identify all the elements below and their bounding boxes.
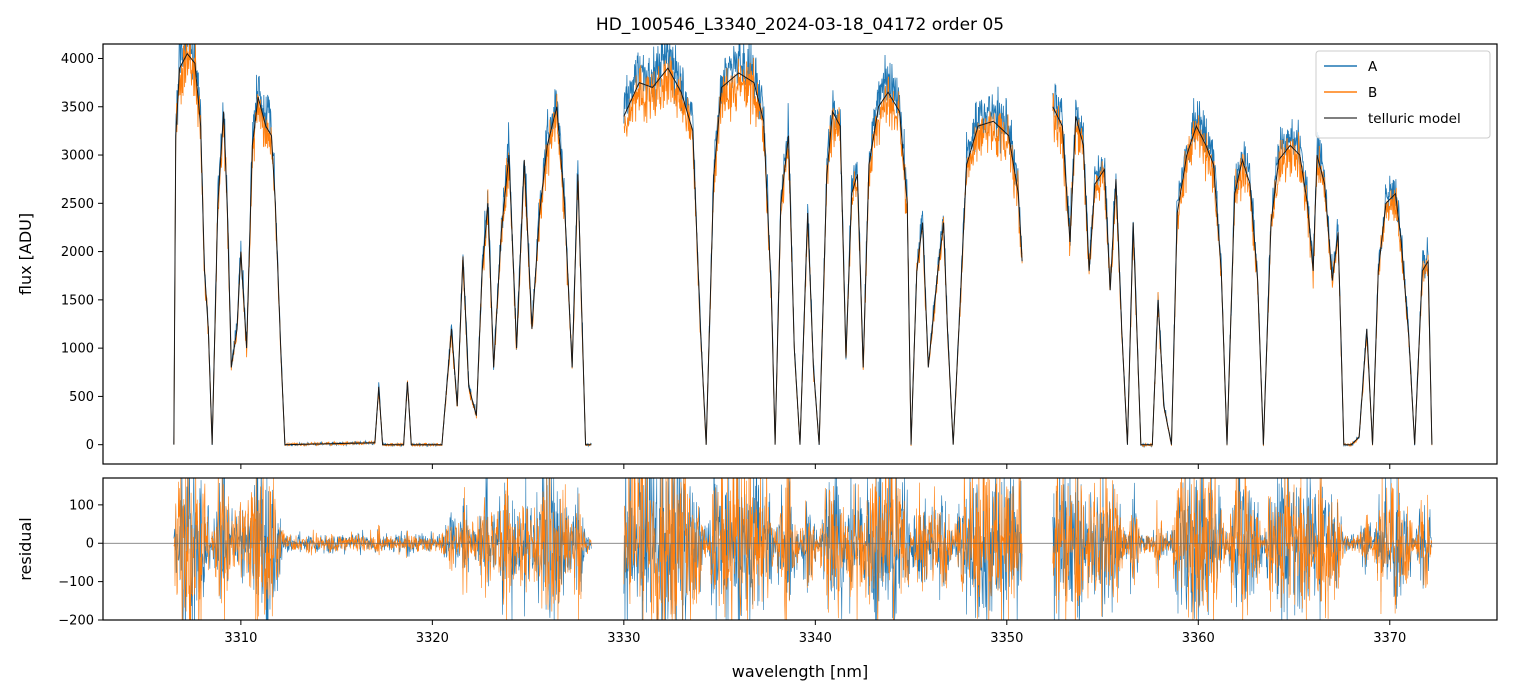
x-tick-label: 3350	[990, 631, 1023, 646]
residual-panel: −200 −100 0 100 residual wavelength [nm]	[16, 477, 1498, 681]
main-y-tick-label: 500	[69, 390, 94, 405]
x-tick-label: 3340	[799, 631, 832, 646]
residual-y-tick-label: 100	[69, 498, 94, 513]
residual-y-tick-label: −100	[58, 575, 94, 590]
main-y-ticks: 0 500 1000 1500 2000 2500 3000 3500 4000	[61, 52, 103, 453]
residual-b-line	[623, 478, 1023, 620]
telluric-model-line	[173, 52, 592, 446]
telluric-model-line	[1052, 106, 1433, 446]
main-y-axis-label: flux [ADU]	[16, 213, 35, 295]
main-axes-frame	[102, 43, 1498, 465]
main-y-tick-label: 1500	[61, 293, 94, 308]
residual-y-tick-label: 0	[86, 537, 94, 552]
x-axis-label: wavelength [nm]	[732, 662, 869, 681]
main-y-tick-label: 0	[86, 438, 94, 453]
residual-b-line	[1052, 478, 1433, 620]
main-y-tick-label: 3000	[61, 149, 94, 164]
residual-axes-frame	[102, 477, 1498, 621]
x-tick-label: 3310	[224, 631, 257, 646]
x-tick-label: 3330	[607, 631, 640, 646]
x-tick-label: 3370	[1373, 631, 1406, 646]
main-series-group	[173, 44, 1433, 449]
legend: A B telluric model	[1315, 50, 1491, 139]
residual-y-axis-label: residual	[16, 517, 35, 580]
residual-y-tick-label: −200	[58, 614, 94, 629]
main-panel: 0 500 1000 1500 2000 2500 3000 3500 4000 flux [A…	[16, 43, 1498, 465]
main-y-tick-label: 1000	[61, 342, 94, 357]
telluric-model-line	[623, 67, 1023, 445]
main-y-tick-label: 2000	[61, 245, 94, 260]
x-ticks: 3310 3320 3330 3340 3350 3360 3370	[224, 464, 1406, 646]
main-y-tick-label: 3500	[61, 100, 94, 115]
legend-label-b: B	[1368, 85, 1377, 101]
residual-y-ticks: −200 −100 0 100	[58, 498, 103, 629]
residual-series-group	[173, 478, 1433, 620]
legend-box	[1315, 50, 1491, 139]
residual-b-line	[173, 478, 592, 620]
chart-title: HD_100546_L3340_2024-03-18_04172 order 0…	[596, 15, 1004, 35]
main-y-tick-label: 4000	[61, 52, 94, 67]
legend-label-a: A	[1368, 59, 1378, 75]
main-y-tick-label: 2500	[61, 197, 94, 212]
x-tick-label: 3360	[1182, 631, 1215, 646]
x-tick-label: 3320	[416, 631, 449, 646]
legend-label-model: telluric model	[1368, 111, 1461, 127]
